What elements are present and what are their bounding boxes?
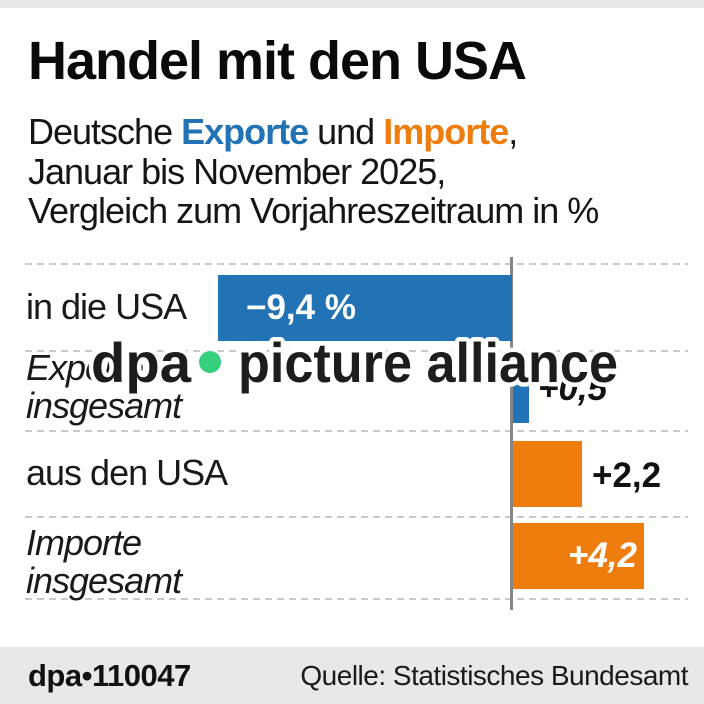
zero-axis-line bbox=[510, 257, 513, 610]
bar-exports-usa: −9,4 % bbox=[218, 275, 512, 341]
watermark-green-dot-icon bbox=[197, 349, 223, 375]
bar-imports-total: +4,2 bbox=[513, 523, 644, 589]
gridline bbox=[25, 263, 688, 265]
gridline bbox=[25, 350, 688, 352]
category-label-imports-usa: aus den USA bbox=[26, 452, 228, 493]
bar-exports-total bbox=[513, 357, 529, 423]
subtitle-importe-highlight: Importe bbox=[383, 111, 509, 152]
value-label-imports-total: +4,2 bbox=[567, 536, 637, 575]
label-line: Importe bbox=[26, 522, 142, 563]
label-line: insgesamt bbox=[26, 384, 182, 426]
page-title: Handel mit den USA bbox=[28, 31, 527, 91]
value-label-exports-usa: −9,4 % bbox=[246, 288, 356, 327]
chart-subtitle: Deutsche Exporte und Importe, Januar bis… bbox=[28, 112, 599, 231]
category-label-exports-total: Exporte insgesamt bbox=[26, 347, 182, 426]
category-label-exports-usa: in die USA bbox=[26, 286, 187, 327]
value-label-imports-usa: +2,2 bbox=[592, 456, 662, 495]
subtitle-text: und bbox=[308, 111, 384, 152]
label-line: Exporte bbox=[26, 347, 144, 388]
footer-bar: dpa•110047 Quelle: Statistisches Bundesa… bbox=[0, 647, 704, 704]
top-gray-strip bbox=[0, 0, 704, 8]
subtitle-text: , bbox=[508, 111, 518, 152]
subtitle-exporte-highlight: Exporte bbox=[181, 111, 309, 152]
subtitle-line-3: Vergleich zum Vorjahreszeitraum in % bbox=[28, 190, 599, 231]
gridline bbox=[25, 598, 688, 600]
category-label-imports-total: Importe insgesamt bbox=[26, 522, 182, 601]
gridline bbox=[25, 430, 688, 432]
label-line: insgesamt bbox=[26, 559, 182, 601]
subtitle-text: Deutsche bbox=[28, 111, 182, 152]
value-label-exports-total: +0,5 bbox=[538, 369, 608, 408]
bar-imports-usa bbox=[513, 441, 582, 507]
subtitle-line-2: Januar bis November 2025, bbox=[28, 150, 446, 192]
source-credit: Quelle: Statistisches Bundesamt bbox=[300, 659, 688, 691]
dpa-graphic-id: dpa•110047 bbox=[28, 657, 191, 693]
gridline bbox=[25, 516, 688, 518]
subtitle-line-1: Deutsche Exporte und Importe, bbox=[28, 112, 598, 152]
